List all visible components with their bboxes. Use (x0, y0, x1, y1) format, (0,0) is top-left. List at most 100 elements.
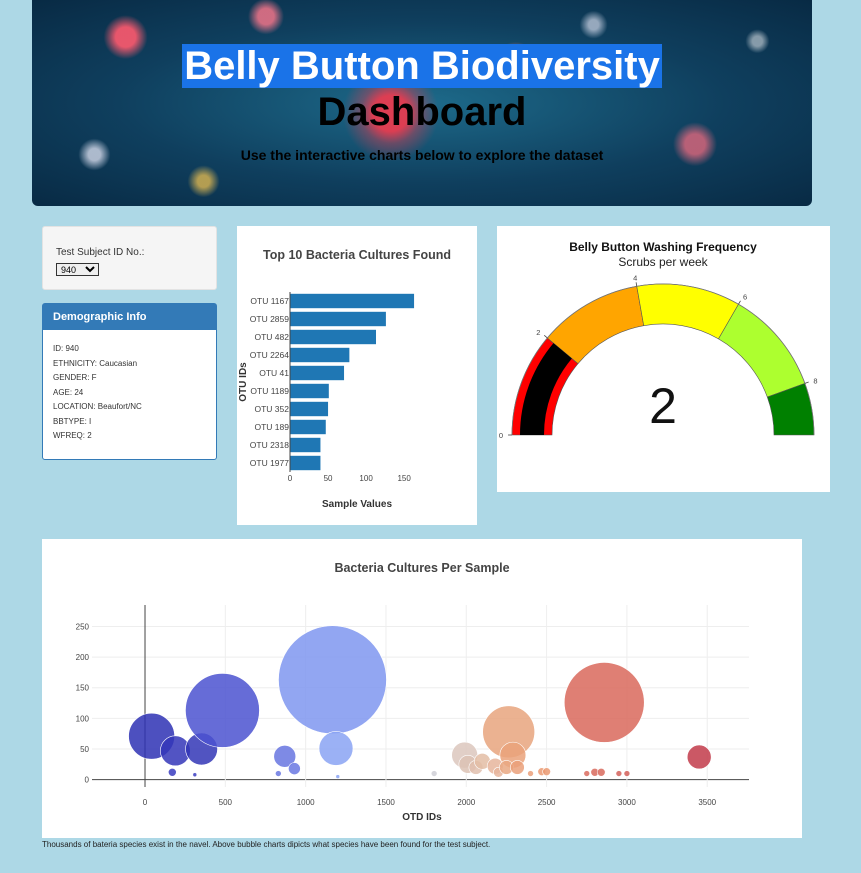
gauge-tick-label: 2 (536, 328, 540, 337)
bubble-x-tick-label: 2500 (538, 798, 556, 807)
bubble-x-tick-label: 1500 (377, 798, 395, 807)
bubble-point (430, 770, 438, 777)
bar-mark (290, 365, 345, 381)
bar-category-label: OTU 2859 (250, 314, 289, 324)
bar-chart-title: Top 10 Bacteria Cultures Found (263, 248, 451, 262)
bubble-y-tick-label: 100 (76, 714, 90, 723)
gauge-tick (804, 381, 809, 384)
bubble-point (318, 731, 354, 766)
gauge-value-bar (520, 343, 572, 435)
bar-mark (290, 437, 321, 453)
bubble-point (168, 767, 177, 777)
bar-x-tick-label: 100 (359, 474, 373, 483)
gauge-tick (738, 300, 741, 305)
demographic-age: AGE: 24 (53, 387, 84, 397)
bar-x-tick-label: 50 (324, 474, 333, 483)
top10-bar-chart[interactable]: Top 10 Bacteria Cultures Found OTU 1167 OT… (237, 226, 477, 525)
bubble-point (335, 774, 341, 779)
bubble-point (278, 625, 387, 735)
subject-id-dropdown[interactable]: 940 (56, 263, 99, 276)
demographic-location: LOCATION: Beaufort/NC (53, 402, 142, 411)
bubble-point (275, 770, 282, 777)
bubble-point (583, 770, 591, 777)
gauge-tick-label: 4 (633, 273, 637, 282)
bar-mark (290, 419, 326, 435)
bubble-y-tick-label: 200 (76, 653, 90, 662)
bubble-point (686, 744, 712, 770)
bubble-point (542, 767, 551, 776)
page-subtitle: Use the interactive charts below to expl… (240, 147, 604, 163)
bar-category-label: OTU 1977 (250, 458, 289, 468)
bar-x-axis-title: Sample Values (322, 499, 392, 510)
bubble-point (510, 760, 525, 775)
bubble-point (563, 662, 645, 743)
bar-mark (290, 455, 321, 471)
bar-x-tick-label: 150 (397, 474, 411, 483)
bubble-x-tick-label: 3000 (618, 798, 636, 807)
gauge-subtitle: Scrubs per week (618, 255, 708, 269)
demographic-wfreq: WFREQ: 2 (53, 431, 92, 440)
bar-mark (290, 293, 415, 309)
gauge-tick-label: 6 (743, 292, 747, 301)
bar-mark (290, 329, 377, 345)
bar-mark (290, 311, 386, 327)
gauge-outline (511, 283, 815, 436)
bubble-y-tick-label: 150 (76, 684, 90, 693)
bubble-point (288, 762, 301, 775)
bar-category-label: OTU 41 (259, 368, 289, 378)
bubble-chart-title: Bacteria Cultures Per Sample (334, 561, 509, 575)
bubble-chart[interactable]: Bacteria Cultures Per Sample 0 50 100 150 200… (42, 539, 802, 838)
subject-selector-panel: Test Subject ID No.: 940 (42, 226, 217, 290)
bar-x-tick-label: 0 (288, 474, 293, 483)
bubble-point (192, 772, 198, 778)
bar-y-axis-title: OTU IDs (238, 362, 249, 402)
gauge-title: Belly Button Washing Frequency (569, 240, 757, 254)
gauge-tick (544, 335, 548, 339)
demographic-info-panel: Demographic Info ID: 940 ETHNICITY: Cauc… (42, 303, 217, 460)
bar-category-label: OTU 352 (255, 404, 290, 414)
bubble-x-tick-label: 0 (143, 798, 148, 807)
bubble-y-tick-label: 250 (76, 622, 90, 631)
demographic-ethnicity: ETHNICITY: Caucasian (53, 358, 138, 368)
bubble-x-axis-title: OTD IDs (402, 812, 442, 823)
bubble-point (623, 770, 631, 777)
bubble-x-tick-label: 1000 (297, 798, 315, 807)
top10-bar-chart-panel: Top 10 Bacteria Cultures Found OTU 1167 OT… (237, 226, 477, 525)
gauge-tick-label: 8 (813, 376, 817, 385)
gauge-tick-label: 0 (499, 431, 503, 440)
bar-category-label: OTU 482 (255, 332, 290, 342)
bubble-x-tick-label: 500 (219, 798, 233, 807)
gauge-tick (635, 282, 638, 287)
bubble-x-tick-label: 2000 (457, 798, 475, 807)
bar-category-label: OTU 2264 (250, 350, 289, 360)
demographic-bbtype: BBTYPE: I (53, 416, 92, 426)
demographic-info-heading: Demographic Info (43, 304, 216, 330)
bubble-y-tick-label: 50 (80, 745, 89, 754)
washing-frequency-gauge-panel: Belly Button Washing Frequency Scrubs per… (497, 226, 830, 492)
demographic-info-body: ID: 940 ETHNICITY: Caucasian GENDER: F A… (43, 330, 216, 446)
header-banner: Belly Button Biodiversity Dashboard Use … (32, 0, 812, 206)
bar-category-label: OTU 189 (255, 422, 290, 432)
bar-mark (290, 401, 329, 417)
bubble-point (527, 770, 534, 777)
bar-mark (290, 383, 329, 399)
demographic-id: ID: 940 (53, 344, 79, 353)
bubble-point (615, 770, 623, 777)
bubble-point (273, 745, 297, 768)
page-title-highlight: Belly Button Biodiversity (182, 44, 662, 88)
caption-text: Thousands of bateria species exist in th… (42, 840, 491, 849)
bubble-chart-panel: Bacteria Cultures Per Sample 0 50 100 150 200… (42, 539, 802, 838)
gauge-step-band (718, 303, 806, 398)
bar-category-label: OTU 1189 (250, 386, 289, 396)
bar-category-label: OTU 1167 (250, 296, 289, 306)
bubble-y-tick-label: 0 (85, 776, 90, 785)
subject-selector-label: Test Subject ID No.: (56, 247, 145, 258)
page-title-line1: Belly Button Biodiversity (32, 44, 812, 89)
bubble-x-tick-label: 3500 (698, 798, 716, 807)
bubble-point (185, 673, 260, 748)
demographic-gender: GENDER: F (53, 373, 97, 382)
bar-category-label: OTU 2318 (250, 440, 289, 450)
page-title-line2: Dashboard (317, 90, 527, 134)
bubble-point (596, 767, 606, 777)
